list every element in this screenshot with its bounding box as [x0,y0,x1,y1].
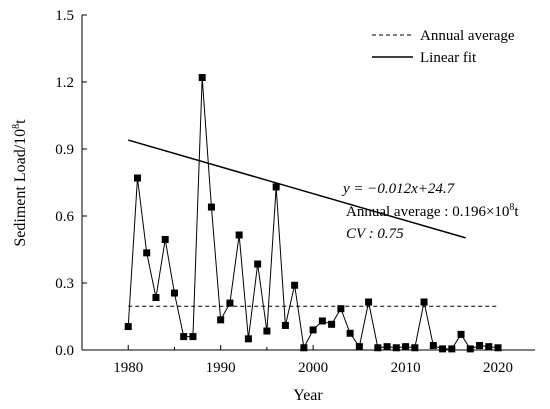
data-point [466,345,474,353]
data-point [392,344,400,352]
y-tick-label: 0.6 [55,209,74,225]
data-point [207,203,215,211]
data-point [365,298,373,306]
data-point [420,298,428,306]
data-point [476,342,484,350]
data-point [429,342,437,350]
x-ticks: 1980 1990 2000 2010 2020 [113,345,513,376]
data-point [263,327,271,335]
legend: Annual average Linear fit [372,28,515,66]
data-point [161,235,169,243]
data-point [318,317,326,325]
cv-annotation: CV : 0.75 [346,226,404,242]
data-point [244,335,252,343]
data-point [254,260,262,268]
data-point [291,281,299,289]
data-point [300,344,308,352]
data-point [133,174,141,182]
data-point [457,330,465,338]
data-point [272,183,280,191]
x-tick-label: 2010 [391,360,421,376]
legend-label-average: Annual average [420,28,515,44]
x-tick-label: 2020 [483,360,513,376]
y-ticks: 0.0 0.3 0.6 0.9 1.2 1.5 [55,8,87,359]
x-axis-title: Year [293,387,323,404]
sediment-markers [124,74,502,353]
data-point [152,294,160,302]
data-point [328,320,336,328]
data-point [383,343,391,351]
data-point [494,344,502,352]
y-axis-title: Sediment Load/108t [11,119,29,247]
linear-fit-line [128,139,466,239]
y-tick-label: 0.3 [55,276,74,292]
y-tick-label: 0.9 [55,142,74,158]
x-tick-label: 2000 [298,360,328,376]
data-point [402,343,410,351]
data-point [309,326,317,334]
data-point [143,249,151,257]
x-tick-label: 1990 [206,360,236,376]
x-tick-label: 1980 [113,360,143,376]
y-tick-label: 1.2 [55,75,74,91]
data-point [439,345,447,353]
data-point [281,321,289,329]
data-point [485,343,493,351]
y-tick-label: 1.5 [55,8,74,24]
data-point [124,323,132,331]
average-annotation: Annual average : 0.196×108t [346,202,519,220]
data-point [337,305,345,313]
regression-equation: y = −0.012x+24.7 [341,181,456,197]
data-point [198,74,206,82]
data-point [217,316,225,324]
data-point [170,289,178,297]
data-point [374,344,382,352]
data-point [226,299,234,307]
data-point [411,344,419,352]
y-tick-label: 0.0 [55,343,74,359]
data-point [355,343,363,351]
data-point [189,333,197,341]
legend-label-fit: Linear fit [420,50,477,66]
data-point [346,329,354,337]
data-point [235,231,243,239]
data-point [180,333,188,341]
data-point [448,345,456,353]
